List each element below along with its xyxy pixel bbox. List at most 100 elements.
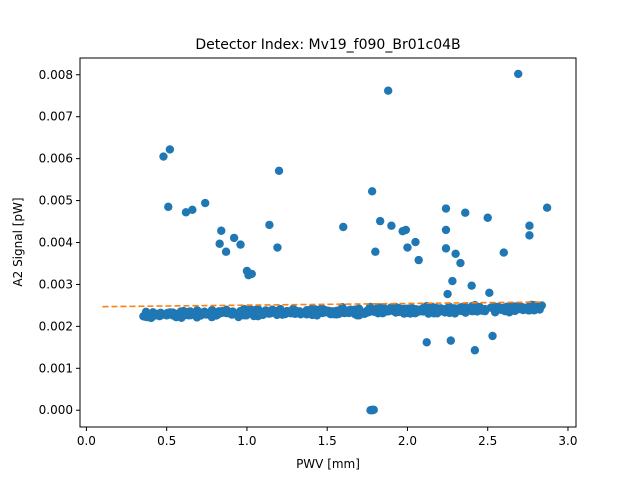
data-point [363, 306, 372, 315]
data-point [201, 198, 210, 208]
data-point [525, 231, 534, 240]
data-point [403, 243, 412, 252]
data-point [441, 204, 451, 213]
data-point [467, 281, 476, 290]
data-point [291, 307, 301, 316]
data-point [485, 288, 494, 298]
y-tick-label: 0.007 [39, 110, 73, 124]
data-point [272, 310, 282, 320]
y-tick-label: 0.001 [39, 361, 73, 375]
data-point [414, 255, 423, 265]
data-point [236, 240, 245, 249]
data-point [415, 306, 425, 315]
y-axis-ticks: 0.000 0.001 0.002 0.003 0.004 0.005 0.006 0.007… [39, 68, 80, 417]
data-point [448, 276, 457, 286]
data-point [165, 308, 175, 317]
data-point [409, 305, 419, 315]
data-point [383, 86, 393, 95]
data-point [310, 305, 320, 314]
data-point [456, 258, 465, 268]
data-point [422, 338, 431, 347]
data-point [217, 226, 226, 235]
data-point [535, 305, 544, 314]
data-point [483, 213, 492, 222]
data-point [431, 305, 440, 314]
data-point [411, 237, 420, 247]
x-axis-ticks: 0.0 0.5 1.0 1.5 2.0 2.5 3.0 [77, 427, 578, 448]
data-point [215, 239, 224, 248]
data-point [229, 233, 239, 243]
y-tick-label: 0.004 [39, 236, 73, 250]
data-point [459, 305, 468, 314]
x-axis-label: PWV [mm] [296, 457, 360, 471]
fit-line [102, 301, 544, 308]
y-tick-label: 0.005 [39, 194, 73, 208]
y-axis-label: A2 Signal [pW] [11, 197, 25, 286]
data-point [441, 225, 451, 235]
data-point [469, 304, 479, 313]
x-tick-label: 0.5 [157, 434, 176, 448]
x-tick-label: 2.5 [478, 434, 497, 448]
data-point [514, 69, 523, 79]
scatter-points [139, 69, 552, 415]
data-point [258, 310, 268, 320]
y-tick-label: 0.006 [39, 152, 73, 166]
data-point [247, 269, 256, 279]
data-point [470, 346, 480, 355]
data-point [339, 222, 348, 232]
data-point [446, 305, 456, 314]
data-point [446, 336, 455, 345]
data-point [225, 307, 234, 317]
x-tick-label: 1.0 [237, 434, 256, 448]
data-point [165, 145, 175, 154]
data-point [317, 303, 327, 313]
data-point [179, 310, 188, 319]
y-tick-label: 0.008 [39, 68, 73, 82]
data-point [369, 405, 378, 415]
data-point [499, 248, 508, 257]
data-point [164, 202, 173, 212]
data-point [399, 306, 408, 315]
data-point [181, 208, 191, 217]
data-point [203, 309, 212, 318]
data-point [273, 243, 282, 252]
data-point [328, 307, 338, 317]
x-tick-label: 0.0 [77, 434, 96, 448]
data-point [375, 216, 385, 226]
x-tick-label: 1.5 [318, 434, 337, 448]
plot-area [102, 69, 552, 415]
data-point [246, 304, 255, 314]
data-point [371, 247, 380, 256]
data-point [443, 289, 452, 299]
data-point [159, 152, 168, 161]
data-point [518, 305, 528, 315]
data-point [401, 225, 411, 235]
data-point [188, 205, 197, 214]
data-point [511, 304, 521, 313]
data-point [461, 208, 470, 217]
data-point [495, 303, 504, 312]
data-point [221, 247, 231, 256]
data-point [285, 308, 294, 317]
chart-title: Detector Index: Mv19_f090_Br01c04B [195, 37, 460, 53]
y-tick-label: 0.000 [39, 403, 73, 417]
fit-line-group [102, 301, 544, 308]
data-point [542, 203, 552, 212]
data-point [387, 221, 396, 230]
data-point [343, 307, 353, 317]
data-point [441, 244, 451, 253]
y-tick-label: 0.003 [39, 277, 73, 291]
data-point [488, 331, 497, 341]
x-tick-label: 3.0 [558, 434, 577, 448]
data-point [451, 249, 460, 259]
data-point [213, 309, 222, 319]
data-point [145, 309, 154, 319]
y-tick-label: 0.002 [39, 319, 73, 333]
data-point [367, 187, 377, 196]
data-point [355, 306, 365, 315]
x-tick-label: 2.0 [398, 434, 417, 448]
data-point [189, 310, 199, 319]
